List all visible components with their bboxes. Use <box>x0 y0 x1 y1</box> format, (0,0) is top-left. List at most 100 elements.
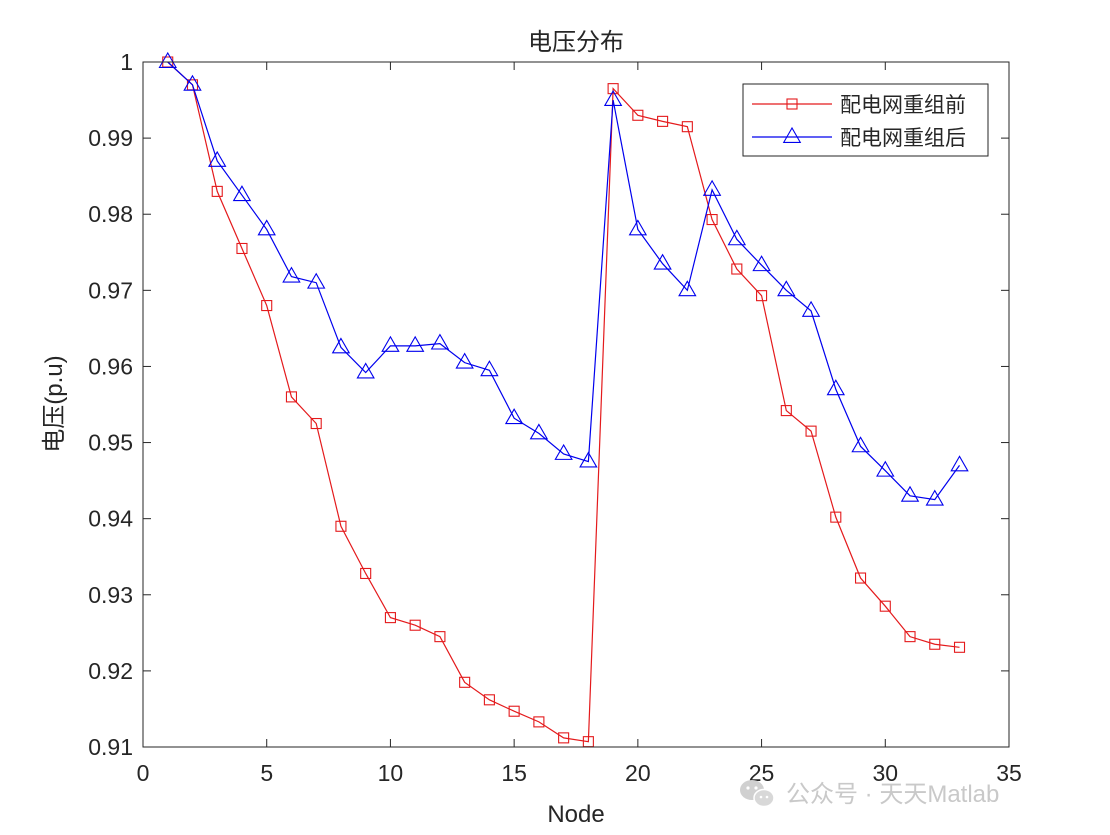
series-2-point <box>356 362 375 379</box>
y-tick-label: 0.92 <box>88 658 133 684</box>
series-2-point <box>925 489 945 506</box>
series-1-point <box>285 391 298 403</box>
series-1-point <box>409 619 421 631</box>
series-1-point <box>434 631 446 643</box>
series-2-point <box>628 219 648 236</box>
series-1-point <box>706 214 718 226</box>
y-tick-label: 0.94 <box>88 506 133 532</box>
series-1-point <box>607 83 619 95</box>
series-1-point <box>830 511 842 523</box>
series-1-point <box>879 600 891 612</box>
series-2-point <box>232 185 252 202</box>
series-1-point <box>756 290 768 302</box>
x-tick-label: 35 <box>996 760 1022 786</box>
plot-area <box>143 62 1009 747</box>
series-1-point <box>953 641 966 653</box>
series-2-point <box>480 360 499 377</box>
x-tick-label: 0 <box>137 760 150 786</box>
series-2-point <box>826 379 846 396</box>
series-1-point <box>854 572 867 584</box>
series-2-point <box>183 74 202 91</box>
legend-marker <box>786 98 798 110</box>
series-2-point <box>900 485 920 502</box>
series-2-point <box>727 229 747 246</box>
series-1-point <box>780 405 792 417</box>
series-1-point <box>558 732 570 744</box>
series-2-point <box>455 352 474 369</box>
series-1-point <box>533 716 545 728</box>
series-1-point <box>929 638 941 650</box>
y-tick-label: 0.96 <box>88 353 133 379</box>
wechat-icon <box>740 780 775 808</box>
series-1-point <box>681 121 693 133</box>
series-2-point <box>504 408 524 425</box>
series-2-point <box>554 443 573 460</box>
series-1-point <box>310 417 322 430</box>
axes-box <box>142 61 1010 748</box>
series-1-point <box>805 425 817 437</box>
series-1-point <box>335 520 347 532</box>
series-1-point <box>904 631 916 643</box>
series-1-point <box>236 242 248 255</box>
series-1-point <box>632 109 644 121</box>
series-2-point <box>603 89 623 107</box>
series-1-point <box>261 300 273 312</box>
series-1-point <box>731 263 743 275</box>
series-1-point <box>657 115 669 127</box>
series-1-point <box>508 705 520 717</box>
legend-label: 配电网重组前 <box>840 94 966 117</box>
watermark-text: 公众号 · 天天Matlab <box>786 781 999 808</box>
series-2-point <box>207 150 227 167</box>
chart-title: 电压分布 <box>528 29 624 56</box>
legend-label: 配电网重组后 <box>840 127 966 150</box>
series-2-point <box>257 219 276 236</box>
series-2-point <box>579 451 598 468</box>
x-tick-label: 15 <box>501 760 527 786</box>
y-tick-label: 0.93 <box>88 582 133 608</box>
legend-marker <box>782 126 802 143</box>
legend-entry-1: 配电网重组前 <box>752 94 966 117</box>
series-layer <box>158 51 969 748</box>
series-2-point <box>430 333 450 350</box>
series-1-line <box>167 61 960 743</box>
series-2-line <box>167 61 961 501</box>
x-tick-label: 10 <box>378 760 404 786</box>
series-2-point <box>702 179 722 196</box>
watermark: 公众号 · 天天Matlab <box>740 780 999 808</box>
series-2-point <box>653 253 672 270</box>
legend-box <box>742 83 989 157</box>
series-2-point <box>851 436 870 453</box>
ticks-layer: 0 5 10 15 20 25 30 350.910.920.930.940.950.960.… <box>88 49 1022 786</box>
series-2-point <box>678 280 697 297</box>
y-axis-label: 电压(p.u) <box>41 355 68 452</box>
series-2-point <box>752 255 771 272</box>
x-axis-label: Node <box>547 801 604 828</box>
x-tick-label: 30 <box>872 760 898 786</box>
series-2-point <box>950 455 969 472</box>
series-2-point <box>405 335 425 352</box>
series-2-point <box>876 460 895 477</box>
series-1-point <box>211 185 223 197</box>
y-tick-label: 0.95 <box>88 430 133 456</box>
series-2-point <box>381 335 400 352</box>
y-tick-label: 0.98 <box>88 201 133 227</box>
y-tick-label: 0.91 <box>88 734 133 760</box>
series-2 <box>158 51 969 506</box>
legend-entry-2: 配电网重组后 <box>752 126 966 150</box>
series-1-point <box>384 612 396 624</box>
series-2-point <box>306 272 326 289</box>
series-2-point <box>529 423 549 440</box>
series-2-point <box>331 337 351 354</box>
y-tick-label: 1 <box>120 49 133 75</box>
x-tick-label: 5 <box>260 760 273 786</box>
series-1-point <box>483 694 495 706</box>
y-tick-label: 0.99 <box>88 125 133 151</box>
series-1-point <box>360 567 372 580</box>
x-tick-label: 20 <box>625 760 651 786</box>
series-2-point <box>801 300 821 317</box>
series-2-point <box>777 280 796 297</box>
series-1-point <box>459 676 471 688</box>
series-2-point <box>282 266 301 283</box>
